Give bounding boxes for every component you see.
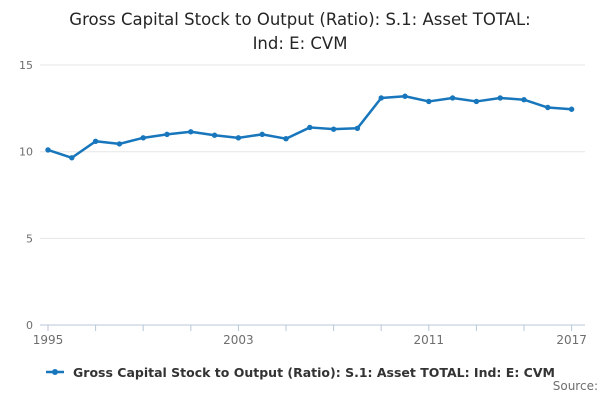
data-point[interactable] — [283, 136, 289, 142]
y-axis-label: 15 — [19, 59, 33, 72]
data-point[interactable] — [45, 147, 51, 153]
data-point[interactable] — [188, 129, 194, 135]
x-axis-label: 2011 — [414, 333, 445, 347]
data-point[interactable] — [378, 95, 384, 101]
data-point[interactable] — [235, 135, 242, 141]
data-point[interactable] — [116, 141, 123, 147]
x-axis-label: 1995 — [33, 333, 64, 347]
data-point[interactable] — [449, 95, 456, 101]
legend-label: Gross Capital Stock to Output (Ratio): S… — [73, 364, 555, 380]
data-point[interactable] — [473, 98, 480, 105]
data-point[interactable] — [568, 106, 575, 112]
data-point[interactable] — [354, 125, 361, 132]
data-point[interactable] — [69, 155, 75, 161]
legend-item[interactable]: Gross Capital Stock to Output (Ratio): S… — [0, 363, 600, 381]
x-axis-label: 2003 — [223, 333, 254, 347]
x-axis-label: 2017 — [556, 333, 587, 347]
data-point[interactable] — [426, 98, 432, 105]
data-point[interactable] — [259, 131, 265, 138]
y-axis-label: 5 — [26, 232, 33, 245]
data-point[interactable] — [211, 132, 218, 138]
data-point[interactable] — [307, 124, 313, 131]
data-point[interactable] — [497, 95, 503, 101]
data-point[interactable] — [545, 104, 551, 111]
data-point[interactable] — [164, 131, 170, 138]
data-point[interactable] — [140, 135, 146, 141]
chart-title: Gross Capital Stock to Output (Ratio): S… — [0, 8, 600, 56]
y-axis-label: 0 — [26, 319, 33, 332]
chart-title-line1: Gross Capital Stock to Output (Ratio): S… — [69, 10, 531, 29]
data-point[interactable] — [521, 97, 527, 103]
data-point[interactable] — [402, 93, 408, 99]
legend-line-marker-icon — [46, 369, 65, 375]
source-label: Source: — [552, 379, 598, 393]
data-point[interactable] — [92, 138, 99, 145]
y-axis-label: 10 — [19, 146, 33, 159]
data-point[interactable] — [330, 126, 337, 132]
chart-title-line2: Ind: E: CVM — [252, 33, 348, 53]
